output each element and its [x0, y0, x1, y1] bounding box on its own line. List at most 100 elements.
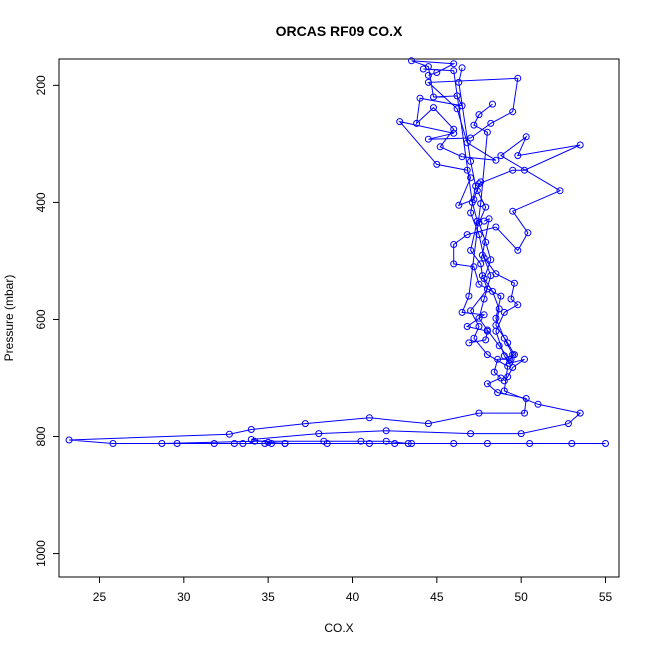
data-point — [482, 203, 490, 211]
data-point — [430, 104, 437, 112]
data-point — [504, 339, 512, 347]
data-point — [467, 246, 475, 254]
data-point — [301, 420, 309, 428]
data-point — [382, 427, 390, 435]
data-point — [521, 409, 528, 417]
data-point — [524, 229, 532, 237]
data-point — [315, 430, 323, 438]
x-axis-label: CO.X — [324, 621, 353, 635]
data-point — [490, 368, 498, 376]
plot-frame — [58, 58, 620, 578]
data-point — [480, 295, 488, 303]
data-point — [500, 387, 508, 395]
data-point — [602, 440, 609, 447]
chart-title: ORCAS RF09 CO.X — [276, 23, 403, 39]
data-point — [504, 373, 512, 381]
data-point — [478, 251, 486, 259]
data-point — [510, 279, 518, 287]
y-axis-label: Pressure (mbar) — [2, 275, 16, 362]
data-point — [436, 143, 444, 151]
data-point — [497, 292, 505, 300]
data-point — [522, 133, 530, 141]
x-tick-label: 50 — [514, 590, 528, 604]
data-point — [230, 440, 238, 447]
data-point — [494, 389, 502, 397]
data-point — [450, 440, 458, 447]
data-point — [261, 440, 269, 447]
data-point — [556, 187, 564, 195]
data-point — [320, 437, 328, 445]
data-point — [158, 440, 166, 447]
data-point — [472, 182, 480, 190]
series-line — [251, 68, 582, 444]
data-point — [483, 128, 491, 136]
data-point — [450, 67, 458, 75]
data-point — [391, 440, 399, 447]
data-point — [477, 200, 485, 208]
y-tick-label: 600 — [34, 309, 48, 329]
data-point — [495, 342, 503, 350]
data-point — [564, 420, 572, 428]
data-point — [357, 437, 365, 445]
data-point — [517, 430, 525, 438]
data-point — [500, 334, 508, 342]
data-point — [483, 440, 491, 447]
data-point — [514, 301, 522, 309]
data-point — [526, 440, 534, 447]
x-tick-label: 30 — [177, 590, 191, 604]
series-1 — [65, 57, 609, 447]
data-point — [65, 436, 73, 444]
data-point — [453, 105, 461, 113]
data-point — [413, 119, 421, 127]
data-point — [475, 314, 483, 322]
x-tick-label: 40 — [346, 590, 360, 604]
data-point — [509, 166, 517, 174]
data-point — [507, 295, 515, 303]
data-point — [480, 311, 488, 319]
data-point — [173, 440, 181, 447]
data-point — [458, 64, 466, 72]
y-tick-label: 200 — [34, 75, 48, 95]
data-point — [424, 420, 432, 428]
data-point — [264, 438, 272, 446]
data-point — [458, 308, 466, 316]
data-point — [482, 336, 490, 344]
data-point — [251, 437, 259, 445]
data-point — [576, 409, 584, 417]
data-point — [382, 437, 390, 445]
y-tick-label: 1000 — [34, 540, 48, 567]
data-point — [424, 78, 432, 86]
data-point — [509, 108, 517, 116]
data-point — [463, 323, 471, 330]
data-point — [477, 178, 485, 186]
data-point — [475, 231, 483, 239]
data-point — [475, 111, 483, 119]
data-point — [419, 65, 427, 73]
data-point — [492, 327, 500, 335]
series-2 — [247, 65, 584, 447]
data-point — [470, 121, 478, 129]
data-point — [489, 287, 496, 295]
data-point — [492, 223, 500, 231]
data-point — [521, 355, 528, 363]
data-point — [487, 256, 495, 264]
x-tick-label: 35 — [261, 590, 275, 604]
data-point — [514, 152, 522, 160]
data-point — [450, 260, 458, 268]
data-point — [408, 440, 415, 447]
data-point — [404, 440, 412, 447]
data-point — [465, 292, 473, 300]
data-point — [495, 305, 503, 313]
data-point — [396, 118, 404, 126]
data-point — [109, 440, 117, 447]
y-axis: 200 400 600 800 1000 — [34, 75, 59, 567]
data-point — [500, 377, 508, 385]
data-point — [492, 156, 500, 164]
data-point — [483, 327, 491, 335]
data-point — [247, 436, 255, 443]
series-line — [481, 217, 525, 382]
data-point — [225, 430, 233, 438]
data-point — [509, 364, 517, 371]
data-point — [424, 135, 432, 143]
